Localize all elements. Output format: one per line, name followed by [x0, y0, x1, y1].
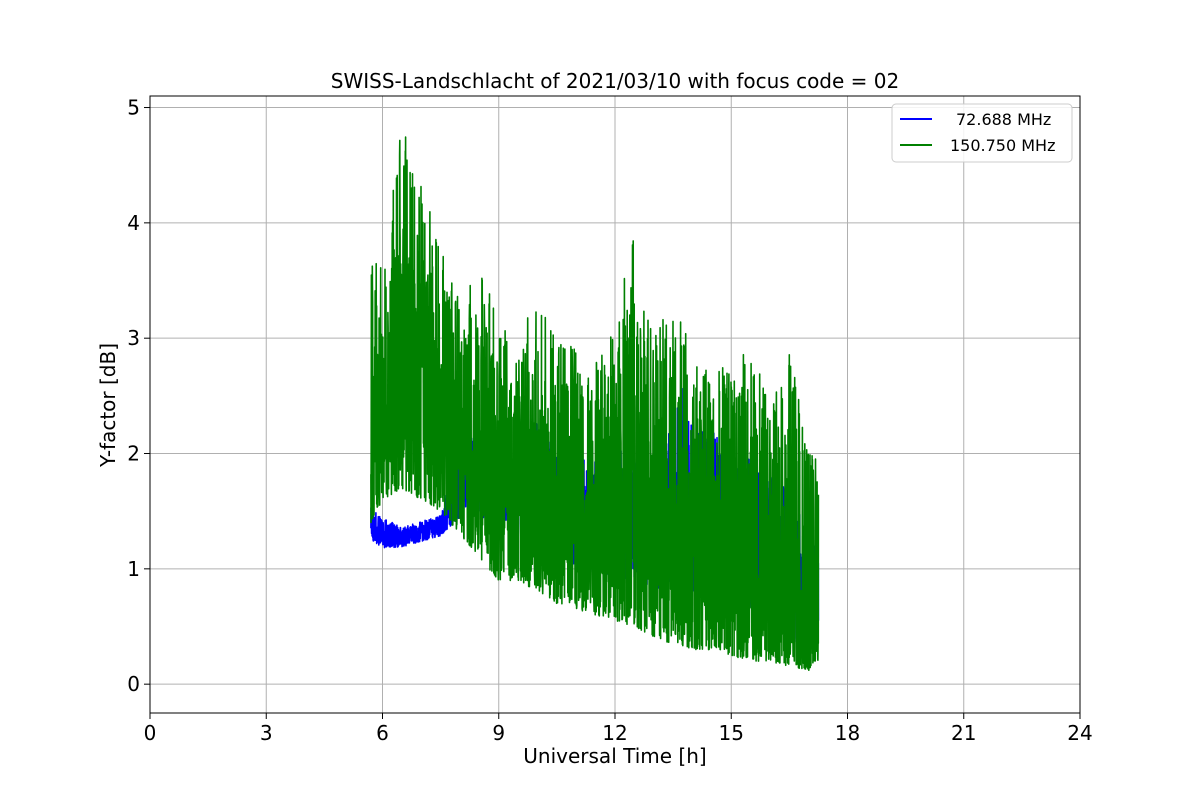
x-axis-label: Universal Time [h]: [523, 744, 706, 768]
x-tick-label: 18: [835, 721, 860, 745]
y-tick-label: 4: [127, 211, 140, 235]
x-tick-label: 6: [376, 721, 389, 745]
x-tick-label: 15: [719, 721, 744, 745]
x-tick-label: 0: [144, 721, 157, 745]
y-axis-label: Y-factor [dB]: [96, 343, 120, 468]
legend-box: [891, 103, 1073, 163]
x-axis-ticks: 0 3 6 9 12 15 18 21 24: [144, 713, 1093, 745]
x-tick-label: 3: [260, 721, 273, 745]
x-tick-label: 12: [602, 721, 627, 745]
y-tick-label: 1: [127, 557, 140, 581]
chart-title: SWISS-Landschlacht of 2021/03/10 with fo…: [331, 69, 899, 93]
plot-series: [370, 136, 820, 671]
y-tick-label: 2: [127, 442, 140, 466]
legend-label-72688: 72.688 MHz: [956, 110, 1051, 129]
y-tick-label: 5: [127, 96, 140, 120]
y-axis-ticks: 0 1 2 3 4 5: [127, 96, 150, 696]
y-tick-label: 3: [127, 326, 140, 350]
y-tick-label: 0: [127, 672, 140, 696]
x-tick-label: 24: [1067, 721, 1092, 745]
legend-label-150750: 150.750 MHz: [950, 136, 1055, 155]
x-tick-label: 9: [492, 721, 505, 745]
legend: 72.688 MHz 150.750 MHz: [891, 103, 1073, 163]
x-tick-label: 21: [951, 721, 976, 745]
series-line-1: [370, 136, 820, 671]
